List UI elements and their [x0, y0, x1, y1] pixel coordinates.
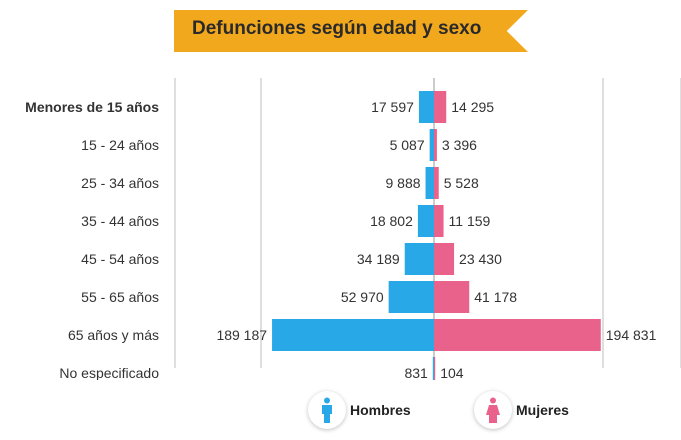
value-label-mujeres: 11 159 [449, 213, 491, 229]
value-label-mujeres: 3 396 [442, 137, 477, 153]
category-label: 15 - 24 años [81, 137, 159, 153]
bar-hombres [429, 129, 434, 161]
female-icon [474, 391, 512, 429]
value-label-hombres: 18 802 [370, 213, 413, 229]
title-banner [174, 10, 528, 52]
bar-mujeres [434, 357, 436, 380]
bar-hombres [388, 281, 434, 313]
male-icon [308, 391, 346, 429]
value-label-hombres: 5 087 [390, 137, 425, 153]
category-label: Menores de 15 años [25, 99, 159, 115]
legend-label-hombres: Hombres [350, 402, 411, 418]
legend-mujeres: Mujeres [474, 390, 569, 430]
bar-mujeres [434, 167, 439, 199]
category-label: No especificado [59, 365, 159, 380]
value-label-hombres: 189 187 [216, 327, 267, 343]
bar-mujeres [434, 91, 447, 123]
value-label-hombres: 52 970 [341, 289, 384, 305]
bar-hombres [404, 243, 434, 275]
category-label: 25 - 34 años [81, 175, 159, 191]
value-label-mujeres: 194 831 [606, 327, 657, 343]
bar-mujeres [434, 319, 601, 351]
value-label-hombres: 34 189 [357, 251, 400, 267]
legend-hombres: Hombres [308, 390, 411, 430]
value-label-hombres: 831 [404, 365, 428, 380]
value-label-hombres: 17 597 [371, 99, 414, 115]
value-label-mujeres: 14 295 [451, 99, 494, 115]
bar-hombres [418, 91, 434, 123]
value-label-mujeres: 5 528 [444, 175, 479, 191]
bar-mujeres [434, 129, 437, 161]
value-label-hombres: 9 888 [385, 175, 420, 191]
value-label-mujeres: 41 178 [474, 289, 517, 305]
bar-mujeres [434, 281, 470, 313]
bar-hombres [272, 319, 434, 351]
bar-hombres [432, 357, 434, 380]
value-label-mujeres: 104 [440, 365, 464, 380]
category-label: 65 años y más [68, 327, 159, 343]
legend-label-mujeres: Mujeres [516, 402, 569, 418]
category-label: 35 - 44 años [81, 213, 159, 229]
pyramid-chart: Menores de 15 años 17 597 14 295 15 - 24 añ… [25, 78, 681, 380]
category-label: 55 - 65 años [81, 289, 159, 305]
category-label: 45 - 54 años [81, 251, 159, 267]
bar-mujeres [434, 243, 455, 275]
bar-hombres [417, 205, 434, 237]
chart-title: Defunciones según edad y sexo [192, 18, 482, 39]
bar-hombres [425, 167, 434, 199]
bar-mujeres [434, 205, 444, 237]
value-label-mujeres: 23 430 [459, 251, 502, 267]
